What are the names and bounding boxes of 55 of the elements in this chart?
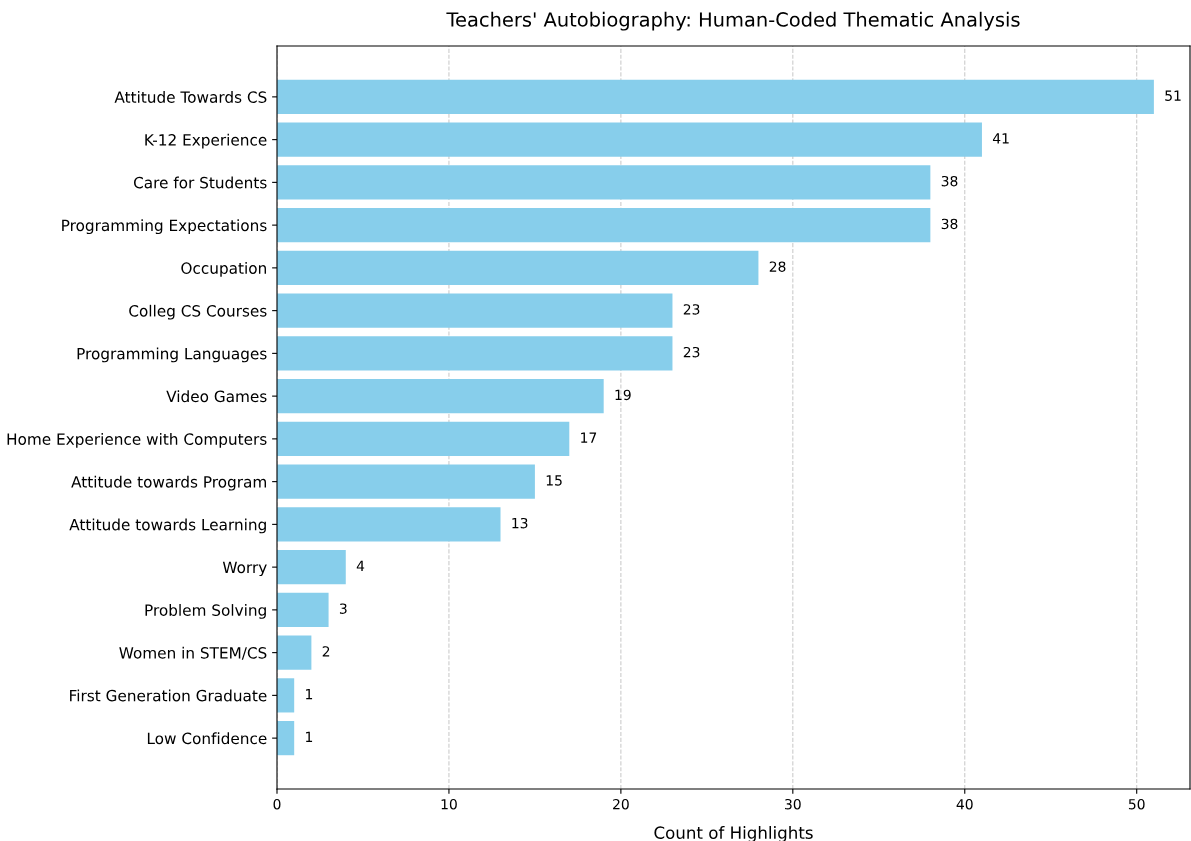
data-label: 41 [992,133,1009,144]
x-tick-label: 30 [785,798,801,810]
x-tick-label: 40 [956,798,973,810]
y-tick-label: Problem Solving [145,604,266,619]
y-tick-label: Occupation [181,262,266,277]
data-label: 15 [546,475,562,486]
bar [277,550,346,585]
y-tick-label: Colleg CS Courses [129,304,267,320]
bar [277,79,1154,114]
chart-title: Teachers' Autobiography: Human-Coded Thematic Analysis [446,11,1020,31]
bar [277,507,501,542]
bar [277,721,295,756]
bar [277,592,329,627]
bar [277,293,673,328]
y-tick-label: Attitude Towards CS [114,91,267,103]
y-tick-label: First Generation Graduate [70,689,267,702]
bar [277,464,535,499]
data-label: 3 [339,603,347,614]
data-label: 13 [512,517,528,529]
x-tick-label: 10 [441,798,457,810]
bar [277,678,295,713]
x-tick-label: 20 [613,798,629,810]
bar [277,122,982,157]
y-tick-label: Video Games [166,390,267,403]
data-label: 28 [769,261,786,272]
data-label: 17 [581,432,597,443]
bar [277,165,931,200]
data-label: 38 [941,218,958,230]
data-label: 23 [683,304,700,315]
x-tick-label: 50 [1128,798,1145,810]
bar [277,250,759,285]
data-label: 2 [322,646,330,657]
data-label: 19 [615,389,631,401]
y-tick-label: Care for Students [133,176,267,189]
y-tick-label: Worry [222,561,267,577]
data-label: 1 [306,689,313,700]
y-tick-label: Home Experience with Computers [7,433,267,448]
x-tick-label: 0 [273,798,281,810]
y-tick-label: K-12 Experience [145,133,267,149]
y-tick-label: Programming Languages [77,347,267,363]
data-label: 1 [306,731,313,742]
y-tick-label: Attitude towards Learning [69,518,266,534]
bar [277,421,570,456]
bar [277,208,931,243]
y-tick-label: Programming Expectations [62,219,267,235]
data-label: 51 [1165,90,1181,101]
bar [277,635,312,670]
data-label: 23 [683,346,700,358]
y-tick-label: Attitude towards Program [71,475,266,491]
y-tick-label: Women in STEM/CS [119,646,267,660]
data-label: 4 [356,560,365,571]
bar [277,379,604,414]
data-label: 38 [941,175,958,187]
bar [277,336,673,371]
y-tick-label: Low Confidence [147,732,267,745]
